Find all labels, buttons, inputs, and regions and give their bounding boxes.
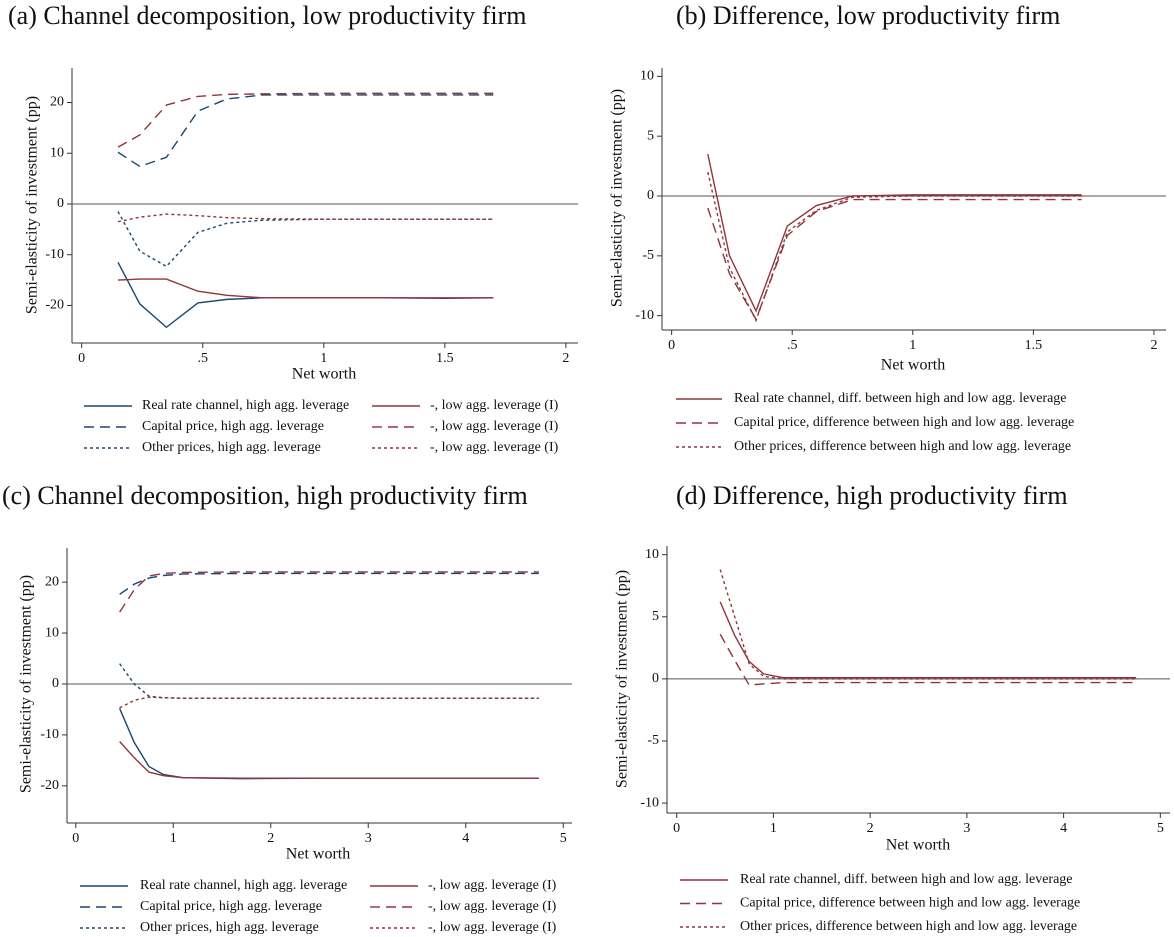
y-tick-label: 0 [57,196,64,211]
x-tick-label: 4 [462,831,469,846]
x-tick-label: 4 [1060,821,1067,836]
legend-label: Real rate channel, high agg. leverage [140,878,347,893]
x-axis-label: Net worth [286,846,350,863]
series-line [119,741,539,779]
y-axis-label: Semi-elasticity of investment (pp) [18,575,35,793]
x-tick-label: 1.5 [436,351,454,366]
y-tick-label: 0 [52,676,59,691]
x-tick-label: 2 [267,831,274,846]
x-tick-label: 0 [668,338,675,353]
series-line [117,278,494,299]
series-line [117,262,494,329]
y-tick-label: -20 [40,778,59,793]
x-axis-label: Net worth [292,366,356,383]
x-tick-label: 0 [673,821,680,836]
legend-label: Other prices, difference between high an… [734,439,1071,454]
legend-label: -, low agg. leverage (I) [430,419,559,434]
y-axis-label: Semi-elasticity of investment (pp) [24,96,41,314]
x-tick-label: 0 [72,831,79,846]
legend-label: Real rate channel, diff. between high an… [734,391,1067,406]
x-tick-label: 3 [963,821,970,836]
x-tick-label: 5 [1157,821,1164,836]
legend-label: -, low agg. leverage (I) [428,899,557,914]
x-tick-label: 1 [320,351,327,366]
x-tick-label: 2 [1150,338,1157,353]
y-tick-label: 10 [645,547,659,562]
y-tick-label: -5 [642,248,654,263]
x-tick-label: 5 [560,831,567,846]
y-tick-label: 0 [652,671,659,686]
series-line [119,571,539,613]
y-tick-label: 10 [45,625,59,640]
y-tick-label: 20 [50,95,64,110]
y-tick-label: 10 [640,69,654,84]
legend-label: -, low agg. leverage (I) [428,878,557,893]
x-tick-label: 3 [365,831,372,846]
y-tick-label: 5 [652,609,659,624]
series-line [707,153,1082,313]
series-line [719,569,1137,680]
legend-label: -, low agg. leverage (I) [430,440,559,455]
series-line [707,198,1082,321]
legend-label: Other prices, difference between high an… [740,919,1077,934]
legend-label: Capital price, high agg. leverage [142,419,324,434]
x-tick-label: 2 [562,351,569,366]
x-tick-label: .5 [197,351,208,366]
y-axis-label: Semi-elasticity of investment (pp) [609,89,626,307]
panel-title: (d) Difference, high productivity firm [676,481,1068,510]
panel-title: (a) Channel decomposition, low productiv… [8,1,526,30]
x-tick-label: 1 [170,831,177,846]
series-line [117,92,494,148]
y-axis-label: Semi-elasticity of investment (pp) [614,570,631,788]
x-tick-label: 2 [867,821,874,836]
series-line [719,601,1137,679]
legend-label: Real rate channel, diff. between high an… [740,872,1073,887]
series-line [119,663,539,699]
y-tick-label: 10 [50,145,64,160]
legend-label: Other prices, high agg. leverage [140,920,319,935]
x-tick-label: .5 [787,338,798,353]
panel-title: (b) Difference, low productivity firm [676,1,1060,30]
y-tick-label: -10 [640,795,659,810]
series-line [119,572,539,595]
y-tick-label: -10 [45,247,64,262]
x-tick-label: 1.5 [1025,338,1043,353]
x-tick-label: 1 [909,338,916,353]
x-axis-label: Net worth [881,357,945,374]
series-line [117,213,494,223]
legend-label: Capital price, high agg. leverage [140,899,322,914]
legend-label: Other prices, high agg. leverage [142,440,321,455]
legend-label: Capital price, difference between high a… [740,896,1080,911]
y-tick-label: -10 [635,308,654,323]
series-line [117,211,494,268]
series-line [707,171,1082,323]
series-line [117,94,494,168]
legend-label: Capital price, difference between high a… [734,415,1074,430]
x-tick-label: 0 [78,351,85,366]
x-tick-label: 1 [770,821,777,836]
legend-label: -, low agg. leverage (I) [428,920,557,935]
series-line [118,708,539,780]
y-tick-label: -20 [45,298,64,313]
panel-title: (c) Channel decomposition, high producti… [2,481,528,510]
series-line [119,696,539,709]
legend-label: Real rate channel, high agg. leverage [142,398,349,413]
y-tick-label: 5 [647,128,654,143]
y-tick-label: -10 [40,727,59,742]
x-axis-label: Net worth [886,837,950,854]
legend-label: -, low agg. leverage (I) [430,398,559,413]
y-tick-label: 0 [647,188,654,203]
series-line [719,633,1137,686]
y-tick-label: 20 [45,574,59,589]
y-tick-label: -5 [647,733,659,748]
